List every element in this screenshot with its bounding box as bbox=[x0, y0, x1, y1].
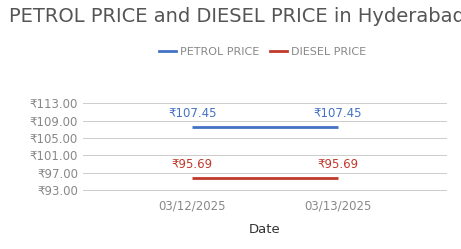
X-axis label: Date: Date bbox=[249, 223, 281, 236]
Legend: PETROL PRICE, DIESEL PRICE: PETROL PRICE, DIESEL PRICE bbox=[154, 43, 371, 62]
Text: ₹107.45: ₹107.45 bbox=[313, 107, 362, 120]
Text: ₹107.45: ₹107.45 bbox=[168, 107, 217, 120]
Text: ₹95.69: ₹95.69 bbox=[317, 158, 359, 171]
Text: ₹95.69: ₹95.69 bbox=[171, 158, 213, 171]
Text: PETROL PRICE and DIESEL PRICE in Hyderabad: PETROL PRICE and DIESEL PRICE in Hyderab… bbox=[9, 7, 461, 26]
